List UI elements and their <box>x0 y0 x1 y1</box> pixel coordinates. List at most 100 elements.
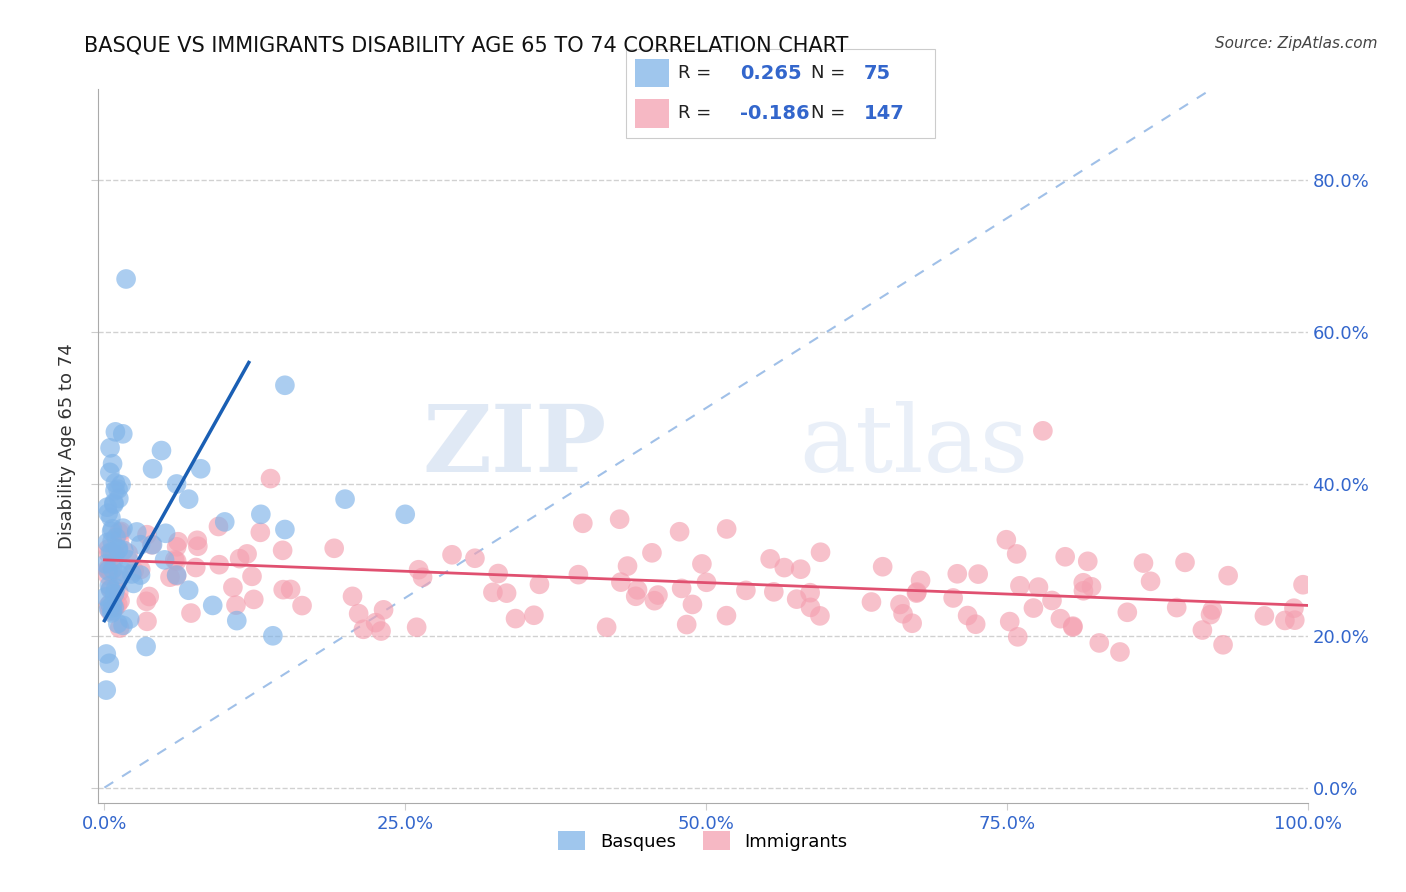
Point <box>98 441 121 455</box>
Point <box>167 534 190 549</box>
Point <box>342 590 364 604</box>
Point <box>889 598 911 612</box>
Point <box>347 607 370 621</box>
Point <box>142 462 165 476</box>
Point <box>94 557 117 571</box>
Point <box>208 558 231 572</box>
Point <box>773 560 796 574</box>
Point <box>101 562 124 576</box>
Point <box>271 582 294 597</box>
Point <box>112 543 135 558</box>
Point <box>1284 613 1306 627</box>
Point <box>104 548 127 562</box>
Point <box>101 545 124 559</box>
Point <box>100 565 122 579</box>
Point <box>111 521 134 535</box>
Point <box>100 545 122 559</box>
Point <box>249 525 271 540</box>
Point <box>291 599 314 613</box>
Point <box>236 547 259 561</box>
Text: N =: N = <box>811 64 851 82</box>
Point <box>671 582 693 596</box>
Point <box>405 620 427 634</box>
Bar <box>636 99 669 128</box>
Legend: Basques, Immigrants: Basques, Immigrants <box>551 824 855 858</box>
Point <box>135 594 157 608</box>
Point <box>910 574 932 588</box>
Text: N =: N = <box>811 104 851 122</box>
Point <box>872 559 894 574</box>
Point <box>626 582 648 597</box>
Point <box>690 557 713 571</box>
Point <box>129 562 152 576</box>
Point <box>166 569 188 583</box>
Point <box>1282 601 1305 615</box>
Point <box>107 573 129 587</box>
Point <box>104 483 127 498</box>
Point <box>1073 583 1095 598</box>
Point <box>1109 645 1132 659</box>
Point <box>1088 636 1111 650</box>
Point <box>572 516 595 531</box>
Point <box>616 559 638 574</box>
Point <box>946 566 969 581</box>
Point <box>96 683 118 698</box>
Point <box>122 564 145 578</box>
Point <box>1062 619 1084 633</box>
Point <box>225 614 247 628</box>
Point <box>759 552 782 566</box>
Point <box>1191 623 1213 637</box>
Point <box>112 565 135 579</box>
Point <box>108 567 131 582</box>
Point <box>97 599 120 613</box>
Point <box>1116 605 1139 619</box>
Point <box>643 593 665 607</box>
Point <box>228 551 250 566</box>
Point <box>412 570 434 584</box>
Point <box>1139 574 1161 589</box>
Point <box>166 568 188 582</box>
Bar <box>636 59 669 87</box>
Point <box>103 497 125 511</box>
Point <box>1071 575 1094 590</box>
Point <box>1292 578 1315 592</box>
Point <box>97 547 120 561</box>
Point <box>486 566 509 581</box>
Point <box>159 570 181 584</box>
Point <box>529 577 551 591</box>
Point <box>810 545 832 559</box>
Point <box>104 581 127 595</box>
Text: BASQUE VS IMMIGRANTS DISABILITY AGE 65 TO 74 CORRELATION CHART: BASQUE VS IMMIGRANTS DISABILITY AGE 65 T… <box>84 36 849 55</box>
Point <box>762 585 785 599</box>
Point <box>187 539 209 553</box>
Point <box>1022 601 1045 615</box>
Point <box>138 590 160 604</box>
Point <box>142 538 165 552</box>
Point <box>905 586 928 600</box>
Point <box>942 591 965 605</box>
Point <box>107 585 129 599</box>
Point <box>136 527 159 541</box>
Point <box>100 510 122 524</box>
Point <box>96 500 118 515</box>
Point <box>240 569 263 583</box>
Point <box>177 492 200 507</box>
Point <box>107 482 129 496</box>
Point <box>675 617 697 632</box>
Point <box>799 600 821 615</box>
Point <box>495 586 517 600</box>
Point <box>103 496 125 510</box>
Point <box>121 566 143 581</box>
Point <box>97 568 120 582</box>
Point <box>323 541 346 556</box>
Point <box>101 604 124 618</box>
Point <box>201 599 224 613</box>
Point <box>333 492 356 507</box>
Point <box>104 425 127 439</box>
Point <box>117 553 139 567</box>
Point <box>408 563 430 577</box>
Point <box>103 547 125 561</box>
Point <box>190 462 212 476</box>
Point <box>735 583 758 598</box>
Point <box>108 533 131 547</box>
